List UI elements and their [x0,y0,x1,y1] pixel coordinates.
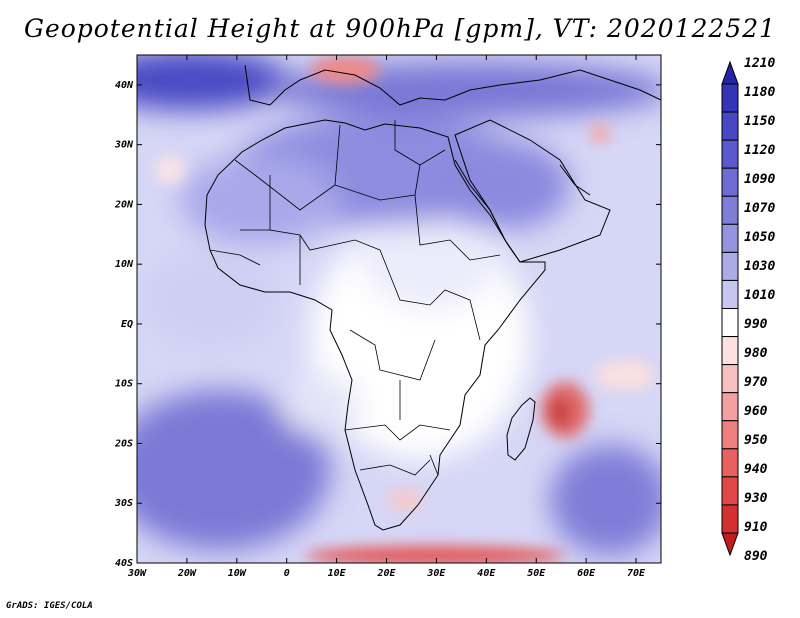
colorbar-swatch [721,504,739,534]
coastlines [204,64,662,531]
lon-label: 60E [577,568,596,579]
colorbar-label: 1070 [744,201,775,216]
colorbar-swatch [721,279,739,309]
colorbar-swatch [721,139,739,169]
red-sea-coastline [454,159,506,241]
lat-label: 10N [115,259,134,270]
lat-label: 30N [114,140,134,151]
lon-label: 70E [627,568,646,579]
lon-label: 0 [284,568,290,579]
colorbar-swatch [721,476,739,506]
colorbar-label: 940 [744,462,768,477]
europe-coastline [244,64,662,106]
colorbar-label: 980 [744,346,768,361]
persian-gulf-coastline [559,164,591,196]
colorbar-label: 1010 [744,288,775,303]
colorbar-top-arrow [721,60,739,85]
lat-label: 10S [115,379,133,390]
country-borders [209,120,501,476]
colorbar-label: 970 [744,375,768,390]
colorbar-swatch [721,392,739,422]
lon-label: 50E [527,568,546,579]
africa-coastline [204,119,546,531]
colorbar-swatch [721,448,739,478]
lon-label: 10W [228,568,247,579]
colorbar-label: 930 [744,491,768,506]
colorbar-label: 890 [744,549,768,564]
colorbar-swatch [721,336,739,366]
plot-frame [136,54,662,564]
lat-label: 20S [114,438,133,449]
lat-label: EQ [121,319,133,330]
colorbar-swatch [721,308,739,338]
longitude-axis: 30W 20W 10W 0 10E 20E 30E 40E 50E 60E 70E [127,55,646,579]
colorbar-swatch [721,195,739,225]
colorbar-label: 1120 [744,143,775,158]
lat-label: 40S [115,558,133,569]
lat-label: 20N [114,199,134,210]
colorbar-label: 1030 [744,259,775,274]
lon-label: 40E [477,568,496,579]
chart-title: Geopotential Height at 900hPa [gpm], VT:… [23,14,777,43]
colorbar-swatch [721,167,739,197]
colorbar-label: 1090 [744,172,775,187]
colorbar-label: 960 [744,404,768,419]
height-field [137,55,661,563]
lat-label: 30S [114,498,133,509]
lon-label: 20W [177,568,197,579]
colorbar-swatch [721,111,739,141]
colorbar-swatch [721,223,739,253]
colorbar-swatch [721,364,739,394]
colorbar-label: 1210 [744,56,775,71]
grads-credit: GrADS: IGES/COLA [6,601,93,611]
colorbar-label: 1150 [744,114,775,129]
lon-label: 20E [376,568,396,579]
colorbar-label: 910 [744,520,768,535]
colorbar-label: 950 [744,433,768,448]
colorbar-swatch [721,83,739,113]
colorbar-bottom-arrow [721,532,739,557]
colorbar-label: 990 [744,317,768,332]
colorbar-swatch [721,420,739,450]
lon-label: 10E [328,568,347,579]
lon-label: 30W [127,568,147,579]
colorbar-label: 1050 [744,230,775,245]
latitude-axis: 40N 30N 20N 10N EQ 10S 20S 30S 40S [114,80,661,569]
colorbar: 1210 1180 1150 1120 1090 1070 1050 1030 1010 990 9… [721,56,775,564]
colorbar-swatch [721,251,739,281]
colorbar-label: 1180 [744,85,775,100]
madagascar-coastline [506,397,536,461]
lon-label: 30E [426,568,446,579]
lat-label: 40N [115,80,134,91]
